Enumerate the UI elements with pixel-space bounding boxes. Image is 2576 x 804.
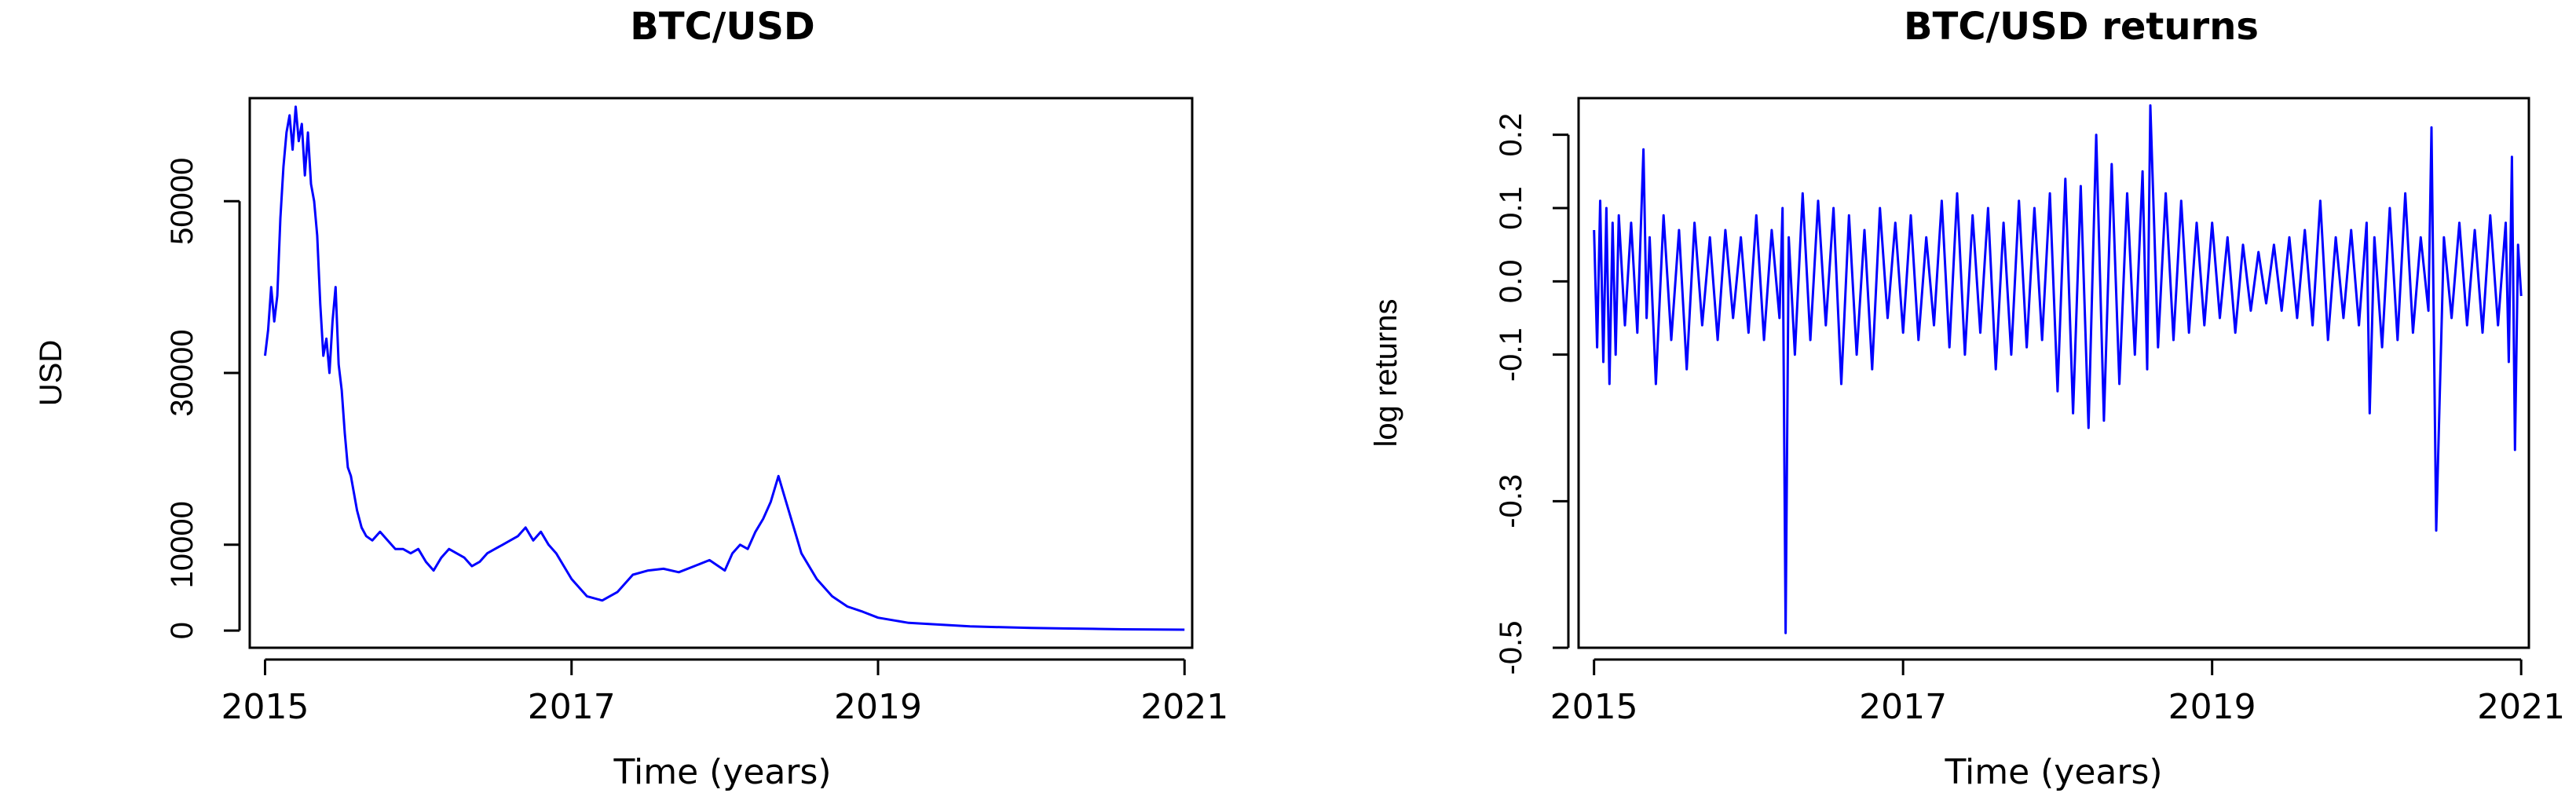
returns-y-tick-label: -0.1	[1494, 327, 1528, 382]
price-y-axis-label: USD	[34, 340, 68, 406]
price-y-ticks: 0 10000 30000 50000	[165, 158, 241, 639]
returns-y-ticks: -0.5 -0.3 -0.1 0.0 0.1 0.2	[1494, 113, 1570, 675]
returns-series-line	[1593, 104, 2523, 634]
returns-y-tick-label: 0.0	[1494, 260, 1528, 304]
price-chart-title: BTC/USD	[630, 5, 814, 49]
price-x-tick-label: 2021	[1140, 687, 1228, 727]
returns-x-tick-label: 2019	[2168, 687, 2256, 727]
price-series-group	[264, 105, 1185, 631]
price-x-tick-label: 2017	[528, 687, 616, 727]
price-y-tick-label: 0	[165, 622, 199, 639]
returns-x-tick-label: 2021	[2477, 687, 2565, 727]
price-y-tick-label: 10000	[165, 501, 199, 588]
returns-x-axis-label: Time (years)	[1944, 752, 2162, 792]
price-x-axis-label: Time (years)	[613, 752, 831, 792]
price-series-line	[264, 105, 1185, 631]
returns-chart-title: BTC/USD returns	[1904, 5, 2259, 49]
price-x-ticks: 2015 2017 2019 2021	[221, 658, 1228, 727]
price-x-tick-label: 2015	[221, 687, 309, 727]
returns-y-tick-label: -0.5	[1494, 621, 1528, 675]
price-x-tick-label: 2019	[834, 687, 922, 727]
returns-x-ticks: 2015 2017 2019 2021	[1550, 658, 2565, 727]
returns-chart-panel: BTC/USD returns Time (years) log returns…	[1369, 5, 2565, 792]
price-chart-panel: BTC/USD Time (years) USD 2015 2017 2019 202…	[34, 5, 1228, 792]
returns-plot-frame	[1577, 97, 2530, 649]
returns-x-tick-label: 2015	[1550, 687, 1638, 727]
returns-y-tick-label: 0.2	[1494, 113, 1528, 157]
returns-x-tick-label: 2017	[1859, 687, 1947, 727]
returns-y-axis-label: log returns	[1369, 299, 1403, 448]
price-y-tick-label: 50000	[165, 158, 199, 245]
returns-y-tick-label: -0.3	[1494, 474, 1528, 528]
price-plot-frame	[248, 97, 1194, 649]
price-y-tick-label: 30000	[165, 329, 199, 416]
returns-y-tick-label: 0.1	[1494, 186, 1528, 230]
returns-series-group	[1593, 104, 2523, 634]
